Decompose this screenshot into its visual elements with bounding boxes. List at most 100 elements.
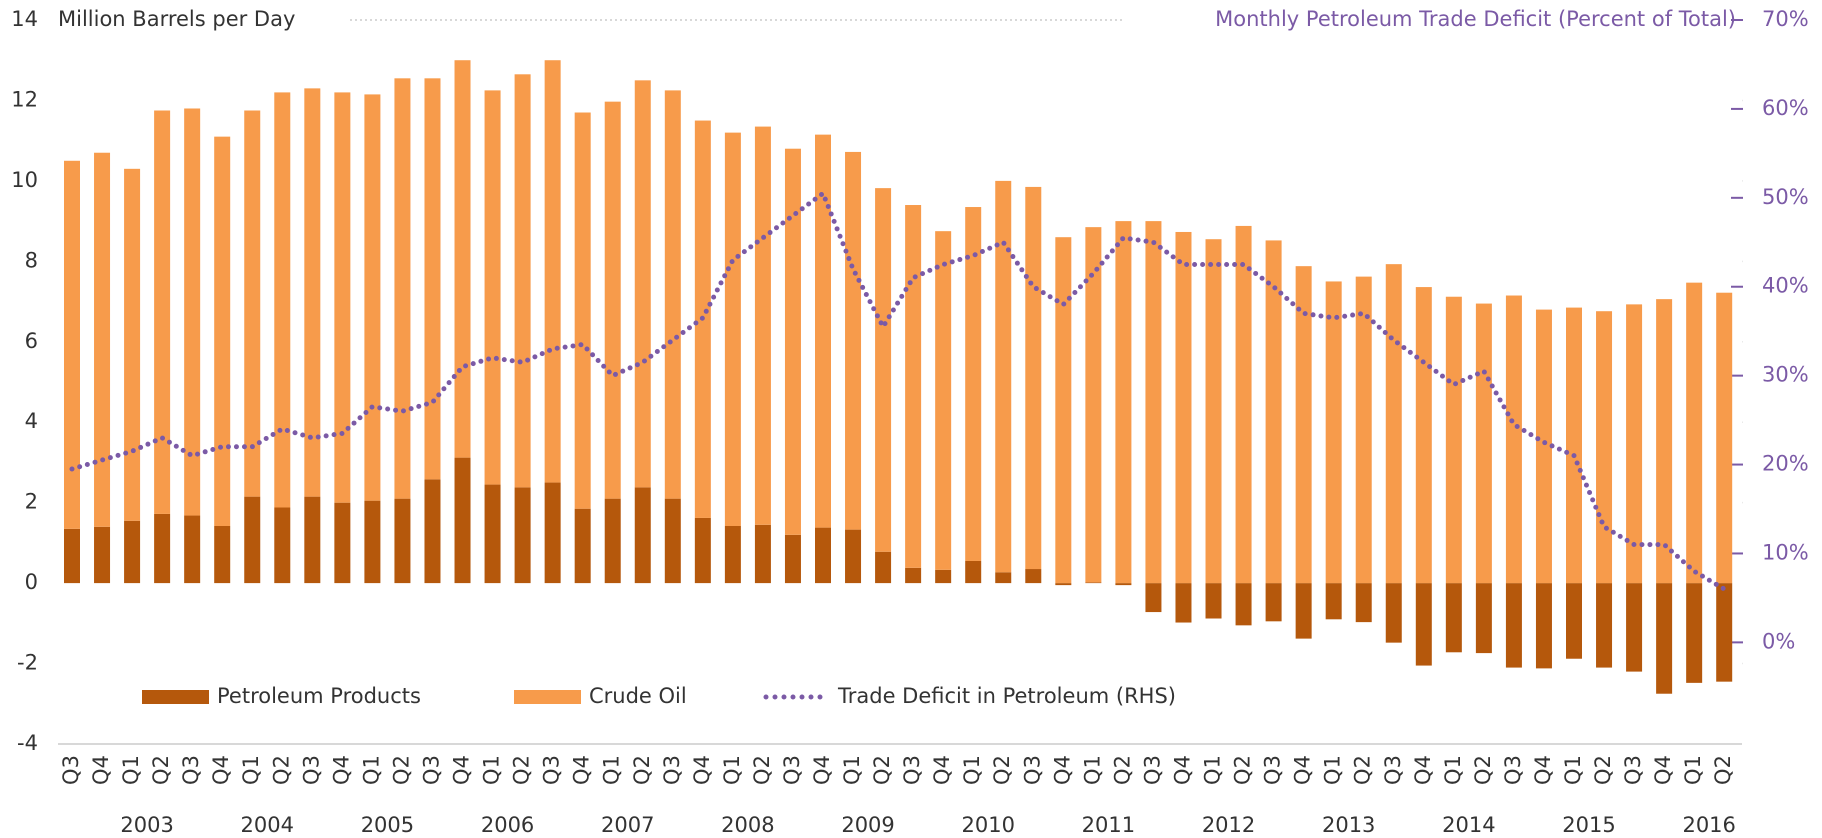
bar	[604, 101, 621, 499]
y-tick-label: 0	[25, 570, 38, 594]
bar	[64, 160, 80, 529]
bar	[604, 498, 621, 584]
bar	[995, 572, 1012, 584]
bar	[1085, 227, 1102, 583]
bar	[544, 60, 561, 483]
x-tick-label: Q3	[1501, 755, 1525, 785]
bar	[815, 527, 831, 584]
x-tick-label: Q4	[690, 755, 714, 785]
line	[69, 189, 1727, 592]
bar	[244, 496, 261, 584]
bar	[754, 524, 771, 584]
bar	[1025, 186, 1042, 570]
y-tick-label: -2	[17, 651, 38, 675]
bar	[875, 188, 892, 552]
bar	[304, 496, 321, 584]
bar	[1295, 583, 1312, 639]
bar	[1115, 583, 1132, 586]
bar	[364, 94, 381, 501]
bar	[754, 126, 771, 525]
y-tick-label: 10	[11, 168, 38, 192]
legend-label: Crude Oil	[589, 684, 687, 708]
y2-tick-label: 30%	[1762, 363, 1809, 387]
bar	[94, 152, 111, 527]
y-tick-label: 8	[25, 248, 38, 272]
bar	[1445, 583, 1462, 653]
bar	[1475, 303, 1492, 584]
x-tick-label: Q3	[419, 755, 443, 785]
x-tick-label: Q1	[1681, 755, 1705, 785]
year-label: 2015	[1562, 813, 1615, 837]
x-tick-label: Q4	[450, 755, 474, 785]
x-tick-label: Q4	[930, 755, 954, 785]
y-tick-label: 14	[11, 7, 38, 31]
x-tick-label: Q2	[1471, 755, 1495, 785]
year-label: 2006	[481, 813, 534, 837]
x-tick-label: Q4	[1651, 755, 1675, 785]
bar	[124, 168, 141, 521]
x-tick-label: Q3	[1020, 755, 1044, 785]
bar	[1085, 582, 1102, 584]
y2-tick-label: 50%	[1762, 185, 1809, 209]
y-axis-title: Million Barrels per Day	[58, 7, 295, 31]
x-tick-label: Q1	[480, 755, 504, 785]
year-label: 2011	[1082, 813, 1135, 837]
x-tick-label: Q3	[660, 755, 684, 785]
year-label: 2012	[1202, 813, 1255, 837]
x-tick-label: Q3	[1381, 755, 1405, 785]
y-tick-label: -4	[17, 731, 38, 755]
bar	[664, 90, 681, 499]
bar	[784, 534, 801, 584]
year-label: 2016	[1682, 813, 1735, 837]
x-tick-label: Q3	[59, 755, 83, 785]
year-label: 2005	[361, 813, 414, 837]
bar	[1566, 583, 1582, 659]
x-tick-label: Q1	[840, 755, 864, 785]
bar	[1175, 231, 1192, 584]
bar	[454, 60, 471, 458]
x-tick-label: Q2	[149, 755, 173, 785]
bar	[634, 80, 651, 488]
bar	[574, 112, 591, 509]
bar	[544, 482, 561, 584]
x-tick-label: Q4	[1411, 755, 1435, 785]
bar	[574, 508, 591, 584]
y2-tick-label: 0%	[1762, 629, 1795, 653]
bar	[1716, 292, 1733, 584]
legend-label: Petroleum Products	[217, 684, 421, 708]
bar	[244, 110, 261, 497]
x-tick-label: Q4	[810, 755, 834, 785]
bar	[304, 88, 321, 497]
bar	[514, 487, 531, 584]
x-tick-label: Q1	[720, 755, 744, 785]
year-label: 2007	[601, 813, 654, 837]
bar	[124, 520, 141, 584]
bar	[1716, 583, 1733, 682]
bar	[694, 517, 711, 584]
bar	[935, 569, 952, 584]
year-label: 2004	[241, 813, 294, 837]
x-tick-label: Q2	[1591, 755, 1615, 785]
y2-tick-label: 60%	[1762, 96, 1809, 120]
bar	[154, 110, 171, 514]
bar	[394, 498, 411, 584]
bar	[1596, 311, 1613, 584]
bar	[1325, 281, 1342, 584]
year-label: 2014	[1442, 813, 1495, 837]
x-tick-label: Q4	[329, 755, 353, 785]
y2-tick-label: 20%	[1762, 452, 1809, 476]
bar	[1145, 583, 1162, 613]
legend-label: Trade Deficit in Petroleum (RHS)	[837, 684, 1176, 708]
y2-axis-title: Monthly Petroleum Trade Deficit (Percent…	[1215, 7, 1736, 31]
bar	[184, 108, 201, 516]
bar	[394, 78, 411, 499]
bar	[1355, 583, 1372, 623]
bar	[1505, 583, 1522, 668]
x-tick-label: Q2	[389, 755, 413, 785]
bar	[1025, 569, 1042, 584]
y-tick-label: 12	[11, 87, 38, 111]
bar	[1205, 239, 1222, 584]
bar	[1656, 299, 1673, 584]
bar	[424, 78, 441, 480]
bar	[965, 560, 982, 584]
